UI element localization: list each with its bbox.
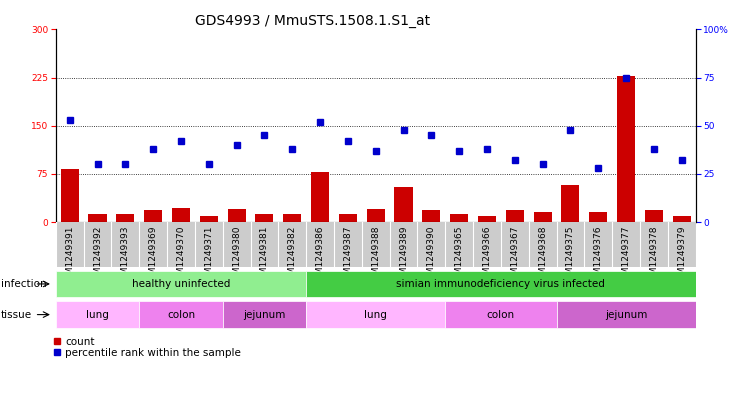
Bar bbox=[139, 301, 222, 328]
Text: GSM1249375: GSM1249375 bbox=[566, 226, 575, 286]
Bar bbox=[645, 211, 663, 222]
Bar bbox=[61, 169, 79, 222]
Text: GSM1249380: GSM1249380 bbox=[232, 226, 241, 286]
Bar bbox=[617, 76, 635, 222]
Text: GSM1249376: GSM1249376 bbox=[594, 226, 603, 286]
Bar bbox=[199, 216, 218, 222]
Text: simian immunodeficiency virus infected: simian immunodeficiency virus infected bbox=[397, 279, 606, 289]
Text: GDS4993 / MmuSTS.1508.1.S1_at: GDS4993 / MmuSTS.1508.1.S1_at bbox=[195, 14, 430, 28]
Text: lung: lung bbox=[86, 310, 109, 320]
Text: GSM1249365: GSM1249365 bbox=[455, 226, 464, 286]
Bar bbox=[222, 301, 307, 328]
Bar bbox=[116, 214, 135, 222]
Text: healthy uninfected: healthy uninfected bbox=[132, 279, 230, 289]
Text: GSM1249392: GSM1249392 bbox=[93, 226, 102, 286]
Text: GSM1249379: GSM1249379 bbox=[677, 226, 686, 286]
Bar bbox=[533, 212, 551, 222]
Bar bbox=[562, 185, 580, 222]
Bar bbox=[478, 216, 496, 222]
Text: GSM1249367: GSM1249367 bbox=[510, 226, 519, 286]
Text: GSM1249393: GSM1249393 bbox=[121, 226, 130, 286]
Text: infection: infection bbox=[1, 279, 46, 289]
Bar bbox=[89, 214, 106, 222]
Text: GSM1249390: GSM1249390 bbox=[427, 226, 436, 286]
Text: colon: colon bbox=[167, 310, 195, 320]
Text: GSM1249391: GSM1249391 bbox=[65, 226, 74, 286]
Bar bbox=[311, 172, 329, 222]
Text: GSM1249386: GSM1249386 bbox=[315, 226, 324, 286]
Text: GSM1249368: GSM1249368 bbox=[538, 226, 547, 286]
Text: GSM1249387: GSM1249387 bbox=[344, 226, 353, 286]
Bar bbox=[506, 211, 524, 222]
Legend: count, percentile rank within the sample: count, percentile rank within the sample bbox=[54, 336, 241, 358]
Text: GSM1249388: GSM1249388 bbox=[371, 226, 380, 286]
Bar bbox=[144, 211, 162, 222]
Text: jejunum: jejunum bbox=[243, 310, 286, 320]
Text: GSM1249382: GSM1249382 bbox=[288, 226, 297, 286]
Text: GSM1249389: GSM1249389 bbox=[399, 226, 408, 286]
Text: GSM1249381: GSM1249381 bbox=[260, 226, 269, 286]
Bar bbox=[589, 212, 607, 222]
Text: jejunum: jejunum bbox=[605, 310, 647, 320]
Bar bbox=[367, 209, 385, 222]
Text: colon: colon bbox=[487, 310, 515, 320]
Text: tissue: tissue bbox=[1, 310, 32, 320]
Bar bbox=[307, 301, 445, 328]
Bar bbox=[557, 301, 696, 328]
Bar bbox=[394, 187, 413, 222]
Bar bbox=[339, 214, 357, 222]
Bar bbox=[228, 209, 246, 222]
Bar bbox=[445, 301, 557, 328]
Bar bbox=[172, 208, 190, 222]
Text: GSM1249370: GSM1249370 bbox=[176, 226, 185, 286]
Text: GSM1249369: GSM1249369 bbox=[149, 226, 158, 286]
Text: GSM1249371: GSM1249371 bbox=[205, 226, 214, 286]
Text: GSM1249366: GSM1249366 bbox=[483, 226, 492, 286]
Text: GSM1249378: GSM1249378 bbox=[650, 226, 658, 286]
Bar bbox=[56, 271, 307, 297]
Bar bbox=[673, 216, 690, 222]
Text: GSM1249377: GSM1249377 bbox=[621, 226, 631, 286]
Bar bbox=[56, 301, 139, 328]
Bar bbox=[307, 271, 696, 297]
Bar bbox=[283, 214, 301, 222]
Bar bbox=[450, 214, 468, 222]
Bar bbox=[255, 214, 274, 222]
Text: lung: lung bbox=[365, 310, 387, 320]
Bar bbox=[423, 211, 440, 222]
